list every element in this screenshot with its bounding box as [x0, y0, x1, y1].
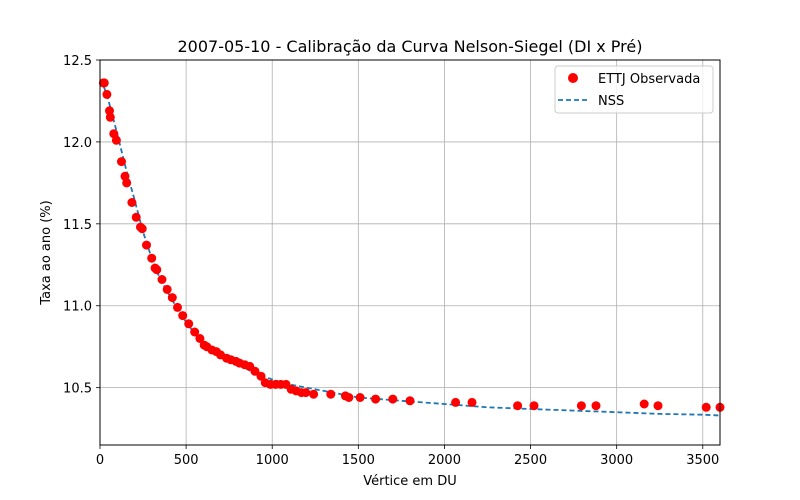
- x-tick-label: 3000: [600, 453, 633, 468]
- observed-point: [122, 178, 132, 188]
- observed-points: [98, 78, 725, 412]
- observed-point: [127, 198, 137, 207]
- x-tick-label: 3500: [686, 453, 719, 468]
- y-tick-label: 11.5: [63, 218, 92, 233]
- plot-frame: [99, 59, 721, 446]
- legend-marker-observed: [568, 73, 578, 83]
- observed-point: [309, 389, 319, 399]
- observed-point: [190, 327, 200, 337]
- axis-ticks: 0 500 1000 1500 2000 2500 3000 3500 10.5 11.0 11.5…: [63, 54, 719, 468]
- observed-point: [513, 401, 523, 411]
- plot-area: [100, 60, 720, 445]
- observed-point: [157, 275, 167, 284]
- observed-point: [142, 240, 151, 250]
- observed-point: [576, 401, 586, 411]
- observed-point: [162, 284, 172, 294]
- observed-point: [173, 302, 182, 312]
- observed-point: [371, 394, 381, 404]
- observed-point: [591, 401, 601, 411]
- observed-point: [355, 393, 365, 402]
- observed-point: [195, 334, 205, 343]
- observed-point: [405, 396, 415, 406]
- y-tick-label: 12.5: [63, 54, 92, 69]
- x-tick-label: 1000: [256, 453, 289, 468]
- x-tick-label: 2500: [514, 453, 547, 468]
- legend-label-nss: NSS: [598, 94, 624, 109]
- observed-point: [344, 393, 354, 402]
- x-tick-label: 1500: [342, 453, 375, 468]
- observed-point: [105, 112, 115, 122]
- observed-point: [388, 394, 398, 404]
- y-tick-label: 12.0: [63, 136, 92, 151]
- observed-point: [256, 371, 266, 381]
- observed-point: [529, 401, 539, 411]
- y-tick-label: 11.0: [63, 300, 92, 315]
- observed-point: [451, 397, 461, 407]
- x-tick-label: 0: [96, 453, 104, 468]
- chart-title: 2007-05-10 - Calibração da Curva Nelson-…: [178, 37, 643, 56]
- observed-point: [137, 224, 147, 234]
- legend-box: [554, 65, 714, 114]
- y-axis-label: Taxa ao ano (%): [39, 200, 54, 305]
- x-axis-label: Vértice em DU: [363, 474, 457, 489]
- legend-label-observed: ETTJ Observada: [598, 72, 700, 87]
- observed-point: [184, 319, 194, 329]
- observed-point: [326, 389, 336, 399]
- grid-lines: [99, 59, 720, 445]
- observed-point: [102, 89, 112, 99]
- x-tick-label: 500: [174, 453, 199, 468]
- observed-point: [167, 293, 177, 303]
- observed-point: [147, 253, 157, 263]
- observed-point: [653, 401, 663, 411]
- observed-point: [111, 135, 121, 145]
- observed-point: [701, 402, 711, 412]
- observed-point: [117, 157, 126, 167]
- observed-point: [131, 212, 141, 222]
- legend: ETTJ Observada NSS: [554, 65, 714, 114]
- observed-point: [301, 388, 311, 398]
- x-tick-label: 2000: [428, 453, 461, 468]
- observed-point: [639, 399, 649, 409]
- y-tick-label: 10.5: [63, 382, 92, 397]
- observed-point: [178, 311, 188, 321]
- observed-point: [152, 265, 162, 275]
- observed-point: [250, 366, 260, 376]
- observed-point: [99, 78, 109, 88]
- observed-point: [467, 397, 477, 407]
